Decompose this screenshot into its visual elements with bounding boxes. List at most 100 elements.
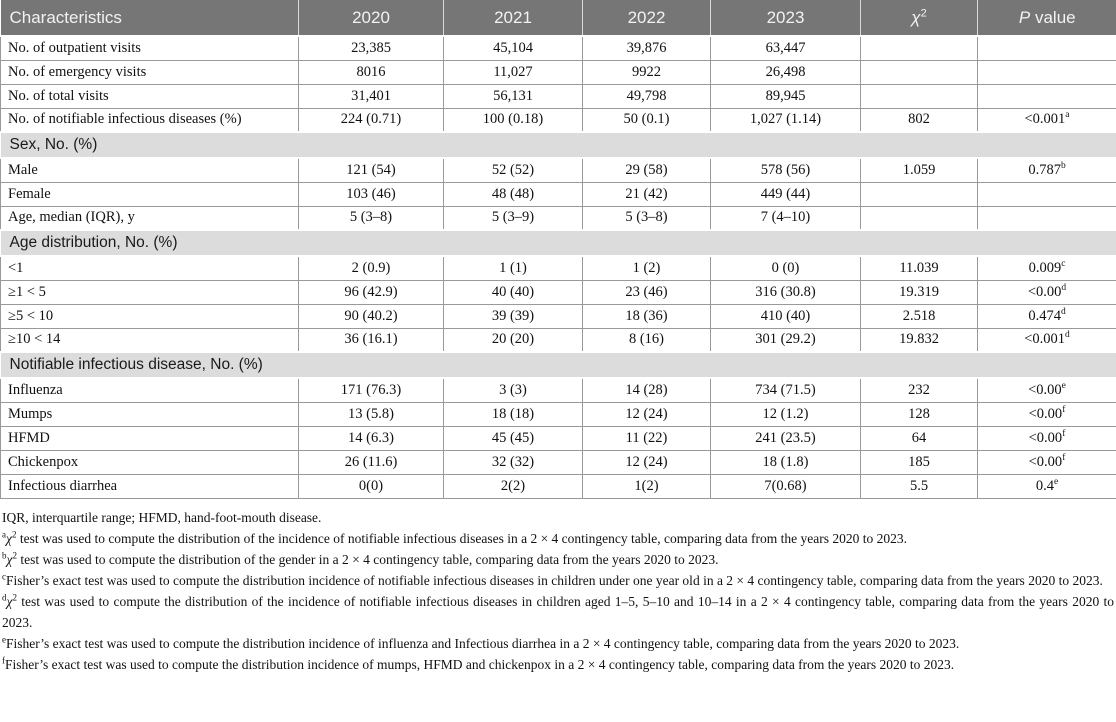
cell-value: 316 (30.8) <box>710 279 861 305</box>
cell-p-value: 0.787b <box>977 157 1116 183</box>
cell-value: 26,498 <box>710 59 861 85</box>
cell-p-value <box>977 205 1116 231</box>
row-label: ≥5 < 10 <box>0 303 299 329</box>
table-row: Male 121 (54) 52 (52) 29 (58) 578 (56) 1.059 0… <box>0 157 1116 183</box>
cell-chi-squared: 19.832 <box>860 327 978 353</box>
cell-value: 8016 <box>298 59 444 85</box>
cell-chi-squared: 802 <box>860 107 978 133</box>
cell-value: 3 (3) <box>443 377 583 403</box>
section-title: Notifiable infectious disease, No. (%) <box>0 351 1116 379</box>
cell-value: 11 (22) <box>582 425 711 451</box>
cell-value: 449 (44) <box>710 181 861 207</box>
row-label: Age, median (IQR), y <box>0 205 299 231</box>
cell-value: 32 (32) <box>443 449 583 475</box>
row-label: HFMD <box>0 425 299 451</box>
table-body: No. of outpatient visits 23,385 45,104 39,8… <box>0 35 1116 499</box>
p-value-footnote-marker: c <box>1061 258 1066 269</box>
p-value-footnote-marker: f <box>1062 428 1066 439</box>
chi-superscript: 2 <box>12 550 17 560</box>
p-value-footnote-marker: e <box>1061 380 1066 391</box>
cell-value: 89,945 <box>710 83 861 109</box>
cell-value: 20 (20) <box>443 327 583 353</box>
cell-value: 5 (3–8) <box>582 205 711 231</box>
table-row: Mumps 13 (5.8) 18 (18) 12 (24) 12 (1.2) 128 <0… <box>0 401 1116 427</box>
cell-value: 31,401 <box>298 83 444 109</box>
footnote-marker: a <box>2 529 6 539</box>
cell-value: 39 (39) <box>443 303 583 329</box>
row-label: No. of total visits <box>0 83 299 109</box>
cell-chi-squared: 5.5 <box>860 473 978 499</box>
table-row: No. of emergency visits 8016 11,027 9922 26,… <box>0 59 1116 85</box>
cell-value: 0 (0) <box>710 255 861 281</box>
cell-value: 0(0) <box>298 473 444 499</box>
cell-value: 14 (28) <box>582 377 711 403</box>
cell-chi-squared <box>860 59 978 85</box>
section-title: Sex, No. (%) <box>0 131 1116 159</box>
cell-p-value <box>977 35 1116 61</box>
table-row: ≥10 < 14 36 (16.1) 20 (20) 8 (16) 301 (29.2)… <box>0 327 1116 353</box>
table-row: <1 2 (0.9) 1 (1) 1 (2) 0 (0) 11.039 0.009c <box>0 255 1116 281</box>
cell-p-value: 0.474d <box>977 303 1116 329</box>
p-value-footnote-marker: d <box>1061 282 1067 293</box>
row-label: Chickenpox <box>0 449 299 475</box>
footnote: dχ2 test was used to compute the distrib… <box>2 592 1114 630</box>
cell-value: 2(2) <box>443 473 583 499</box>
p-value-footnote-marker: b <box>1060 160 1066 171</box>
row-label: Mumps <box>0 401 299 427</box>
p-value-footnote-marker: e <box>1053 476 1059 487</box>
table-row: No. of notifiable infectious diseases (%… <box>0 107 1116 133</box>
p-value-footnote-marker: f <box>1062 452 1066 463</box>
cell-chi-squared: 232 <box>860 377 978 403</box>
col-header-2022: 2022 <box>582 0 711 37</box>
footnote: IQR, interquartile range; HFMD, hand-foo… <box>2 509 322 525</box>
cell-value: 2 (0.9) <box>298 255 444 281</box>
row-label: <1 <box>0 255 299 281</box>
section-header-row: Sex, No. (%) <box>0 131 1116 159</box>
cell-chi-squared: 64 <box>860 425 978 451</box>
footnote: eFisher’s exact test was used to compute… <box>2 634 960 651</box>
row-label: Infectious diarrhea <box>0 473 299 499</box>
table-header: Characteristics 2020 2021 2022 2023 χ2 P… <box>0 0 1116 37</box>
cell-value: 241 (23.5) <box>710 425 861 451</box>
cell-value: 26 (11.6) <box>298 449 444 475</box>
row-label: No. of notifiable infectious diseases (%… <box>0 107 299 133</box>
cell-value: 45 (45) <box>443 425 583 451</box>
chi-superscript: 2 <box>12 592 17 602</box>
row-label: ≥1 < 5 <box>0 279 299 305</box>
col-header-chi-squared: χ2 <box>860 0 978 37</box>
cell-value: 9922 <box>582 59 711 85</box>
p-value-footnote-marker: d <box>1065 330 1070 341</box>
cell-chi-squared <box>860 181 978 207</box>
cell-value: 50 (0.1) <box>582 107 711 133</box>
footnote: cFisher’s exact test was used to compute… <box>2 571 1103 588</box>
chi-superscript: 2 <box>920 6 927 19</box>
cell-value: 40 (40) <box>443 279 583 305</box>
cell-value: 18 (36) <box>582 303 711 329</box>
section-header-row: Age distribution, No. (%) <box>0 229 1116 257</box>
table-row: ≥1 < 5 96 (42.9) 40 (40) 23 (46) 316 (30.8) 1… <box>0 279 1116 305</box>
cell-value: 45,104 <box>443 35 583 61</box>
cell-value: 100 (0.18) <box>443 107 583 133</box>
cell-value: 23 (46) <box>582 279 711 305</box>
section-header-row: Notifiable infectious disease, No. (%) <box>0 351 1116 379</box>
cell-value: 1 (2) <box>582 255 711 281</box>
row-label: Influenza <box>0 377 299 403</box>
cell-value: 5 (3–8) <box>298 205 444 231</box>
cell-value: 52 (52) <box>443 157 583 183</box>
cell-value: 14 (6.3) <box>298 425 444 451</box>
cell-chi-squared: 185 <box>860 449 978 475</box>
cell-value: 734 (71.5) <box>710 377 861 403</box>
cell-value: 578 (56) <box>710 157 861 183</box>
chi-symbol: χ <box>6 530 12 546</box>
cell-value: 410 (40) <box>710 303 861 329</box>
table-row: No. of outpatient visits 23,385 45,104 39,8… <box>0 35 1116 61</box>
table-row: No. of total visits 31,401 56,131 49,798 89,… <box>0 83 1116 109</box>
p-value-label: value <box>1030 7 1076 27</box>
footnote-marker: b <box>2 550 7 560</box>
cell-value: 36 (16.1) <box>298 327 444 353</box>
cell-value: 21 (42) <box>582 181 711 207</box>
footnote: fFisher’s exact test was used to compute… <box>2 655 955 672</box>
cell-chi-squared: 11.039 <box>860 255 978 281</box>
table-row: ≥5 < 10 90 (40.2) 39 (39) 18 (36) 410 (40) 2.… <box>0 303 1116 329</box>
